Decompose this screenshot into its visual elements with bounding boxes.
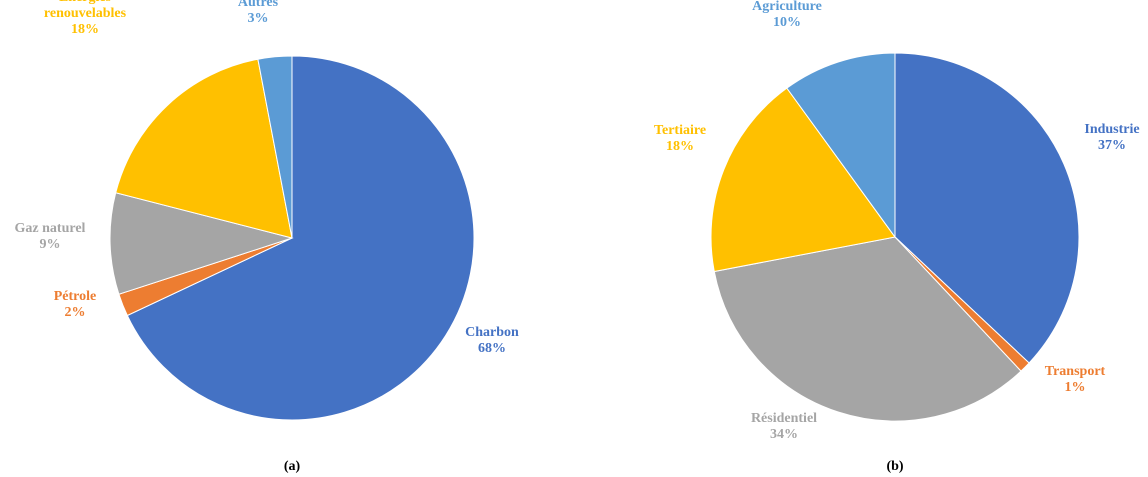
caption-b: (b): [886, 459, 903, 474]
slice-label-petrole: Pétrole 2%: [54, 289, 97, 320]
pie-slice-industrie: [894, 52, 1080, 364]
caption-a: (a): [284, 459, 301, 474]
pie-slice-energies-renouvelables: [115, 58, 293, 239]
pie-slice-charbon: [126, 55, 475, 421]
slice-label-agriculture: Agriculture 10%: [752, 0, 822, 30]
pie-chart-b: Industrie 37% Transport 1% Résidentiel 34% Ter…: [654, 0, 1140, 442]
slice-label-gaz-naturel: Gaz naturel 9%: [15, 221, 86, 252]
slice-label-tertiaire: Tertiaire 18%: [654, 123, 706, 154]
slice-label-industrie: Industrie 37%: [1084, 122, 1139, 153]
slice-label-residentiel: Résidentiel 34%: [751, 411, 817, 442]
slice-label-energies-renouvelables: Énergiesrenouvelables18%: [44, 0, 127, 37]
slice-label-charbon: Charbon 68%: [465, 325, 519, 356]
pie-slice-tertiaire: [710, 87, 896, 273]
slice-label-transport: Transport 1%: [1045, 364, 1106, 395]
pie-slice-autres: [257, 55, 293, 239]
pie-slice-gaz-naturel: [109, 192, 294, 295]
pie-slice-residentiel: [713, 236, 1022, 422]
pie-slice-agriculture: [786, 52, 896, 239]
slice-label-autres: Autres 3%: [238, 0, 279, 26]
